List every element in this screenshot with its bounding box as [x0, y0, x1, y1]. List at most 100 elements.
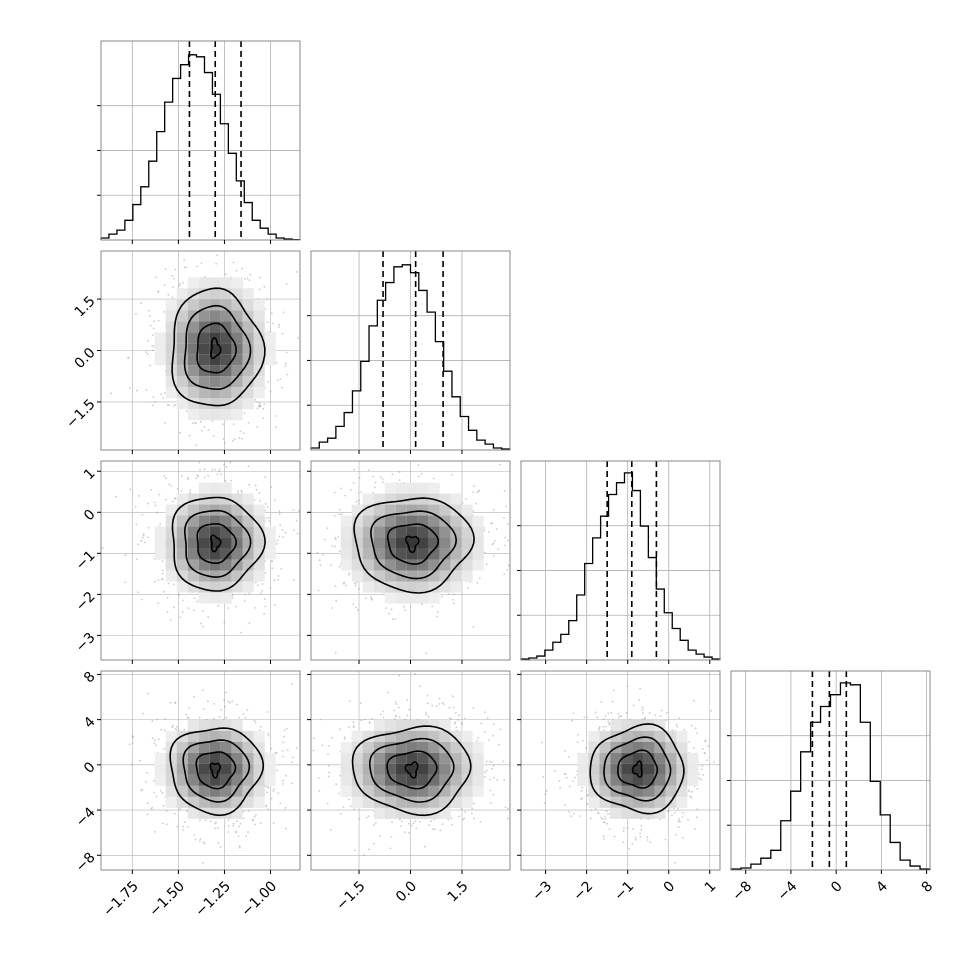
scatter-point — [222, 423, 225, 426]
scatter-point — [273, 499, 276, 502]
scatter-point — [173, 583, 175, 586]
scatter-point — [198, 840, 201, 843]
scatter-point — [417, 475, 420, 478]
density-cell — [220, 592, 232, 604]
scatter-point — [220, 709, 222, 711]
scatter-point — [160, 728, 163, 731]
scatter-point — [280, 568, 283, 570]
scatter-point — [151, 344, 154, 347]
scatter-point — [170, 485, 173, 487]
scatter-point — [254, 606, 256, 609]
scatter-point — [178, 594, 180, 596]
scatter-point — [276, 379, 279, 382]
scatter-point — [176, 825, 179, 828]
scatter-point — [256, 401, 259, 403]
panel-1-1 — [307, 250, 511, 454]
scatter-point — [142, 534, 145, 537]
scatter-point — [358, 476, 361, 479]
scatter-point — [207, 474, 209, 477]
scatter-point — [275, 752, 278, 754]
density-cell — [231, 387, 243, 399]
scatter-point — [171, 274, 173, 277]
density-cell — [176, 288, 188, 300]
scatter-point — [493, 540, 496, 542]
scatter-point — [256, 584, 259, 587]
density-cell — [220, 376, 232, 388]
scatter-point — [236, 820, 238, 823]
scatter-point — [174, 497, 177, 500]
scatter-point — [166, 597, 169, 599]
scatter-point — [264, 571, 267, 574]
scatter-point — [479, 820, 482, 823]
density-cell — [395, 482, 407, 494]
scatter-point — [503, 573, 506, 576]
scatter-point — [374, 821, 377, 824]
density-cell — [220, 310, 232, 322]
scatter-point — [338, 508, 341, 511]
scatter-point — [393, 718, 396, 720]
scatter-point — [448, 706, 451, 709]
density-cell — [209, 559, 221, 571]
scatter-point — [452, 598, 454, 601]
scatter-point — [365, 816, 368, 819]
density-cell — [220, 354, 232, 366]
density-cell — [373, 504, 385, 516]
density-cell — [242, 321, 254, 333]
scatter-point — [149, 364, 152, 367]
density-cell — [406, 482, 418, 494]
density-cell — [187, 774, 199, 786]
scatter-point — [373, 824, 376, 826]
density-cell — [253, 796, 265, 808]
density-cell — [220, 570, 232, 582]
density-cell — [198, 515, 210, 527]
scatter-point — [461, 723, 464, 726]
density-cell — [176, 365, 188, 377]
density-cell — [428, 559, 440, 571]
density-cell — [220, 482, 232, 494]
scatter-point — [241, 491, 243, 494]
scatter-point — [450, 823, 453, 826]
scatter-point — [146, 813, 149, 816]
scatter-point — [196, 265, 198, 268]
density-cell — [242, 343, 254, 355]
scatter-point — [448, 717, 451, 719]
scatter-point — [371, 718, 374, 720]
scatter-point — [240, 631, 242, 634]
density-cell — [220, 277, 232, 289]
scatter-point — [276, 539, 279, 542]
scatter-point — [216, 254, 219, 257]
density-cell — [209, 376, 221, 388]
scatter-point — [166, 611, 169, 614]
scatter-point — [433, 828, 436, 831]
density-cell — [198, 310, 210, 322]
scatter-point — [497, 548, 499, 551]
scatter-point — [318, 559, 321, 562]
scatter-point — [312, 749, 315, 752]
histogram-steps — [310, 264, 511, 450]
scatter-point — [331, 544, 333, 547]
scatter-point — [195, 477, 198, 480]
scatter-point — [333, 514, 336, 517]
density-cell — [176, 387, 188, 399]
scatter-point — [169, 618, 172, 621]
scatter-point — [244, 716, 247, 719]
scatter-point — [284, 365, 287, 368]
scatter-point — [266, 791, 268, 794]
scatter-point — [254, 398, 257, 401]
scatter-point — [217, 842, 220, 844]
scatter-point — [272, 822, 275, 825]
density-cell — [176, 310, 188, 322]
scatter-point — [491, 522, 494, 525]
density-cell — [231, 332, 243, 344]
scatter-point — [131, 742, 134, 745]
scatter-point — [420, 473, 423, 475]
scatter-point — [440, 595, 443, 598]
scatter-point — [199, 838, 202, 841]
scatter-point — [274, 604, 277, 606]
scatter-point — [475, 740, 478, 742]
density-cell — [242, 570, 254, 582]
density-cell — [198, 376, 210, 388]
density-cell — [231, 343, 243, 355]
scatter-point — [211, 468, 214, 471]
density-cell — [340, 548, 352, 560]
